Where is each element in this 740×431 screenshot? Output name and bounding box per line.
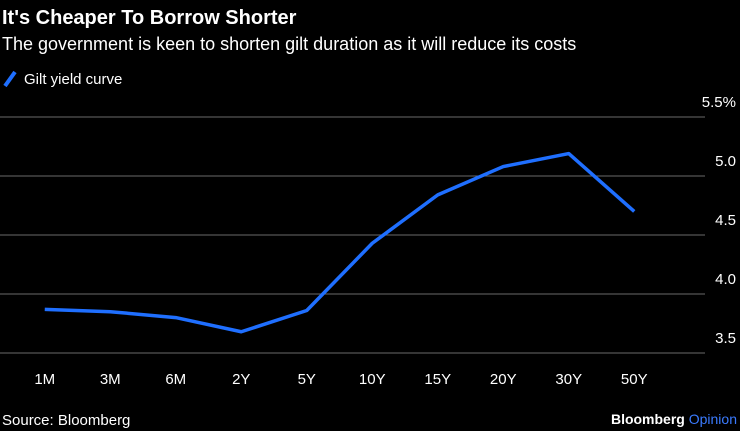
y-tick-label: 4.0 [715, 271, 736, 288]
y-tick-label: 4.5 [715, 212, 736, 229]
x-tick-label: 6M [165, 371, 186, 388]
x-tick-label: 1M [34, 371, 55, 388]
x-tick-label: 10Y [359, 371, 386, 388]
brand: Bloomberg Opinion [611, 411, 737, 427]
x-tick-label: 30Y [555, 371, 582, 388]
y-tick-label: 5.0 [715, 153, 736, 170]
y-tick-label: 3.5 [715, 330, 736, 347]
chart-title: It's Cheaper To Borrow Shorter [2, 7, 297, 29]
x-tick-label: 3M [100, 371, 121, 388]
x-tick-label: 15Y [424, 371, 451, 388]
source: Source: Bloomberg [2, 412, 130, 429]
x-tick-label: 2Y [232, 371, 250, 388]
brand-suffix: Opinion [689, 411, 737, 427]
x-tick-label: 5Y [298, 371, 316, 388]
x-tick-label: 20Y [490, 371, 517, 388]
brand-name: Bloomberg [611, 411, 685, 427]
legend-label: Gilt yield curve [24, 71, 122, 88]
data-line [44, 151, 636, 334]
x-tick-label: 50Y [621, 371, 648, 388]
y-tick-label: 5.5% [702, 94, 736, 111]
legend-swatch [3, 70, 17, 88]
chart-subtitle: The government is keen to shorten gilt d… [2, 34, 576, 54]
